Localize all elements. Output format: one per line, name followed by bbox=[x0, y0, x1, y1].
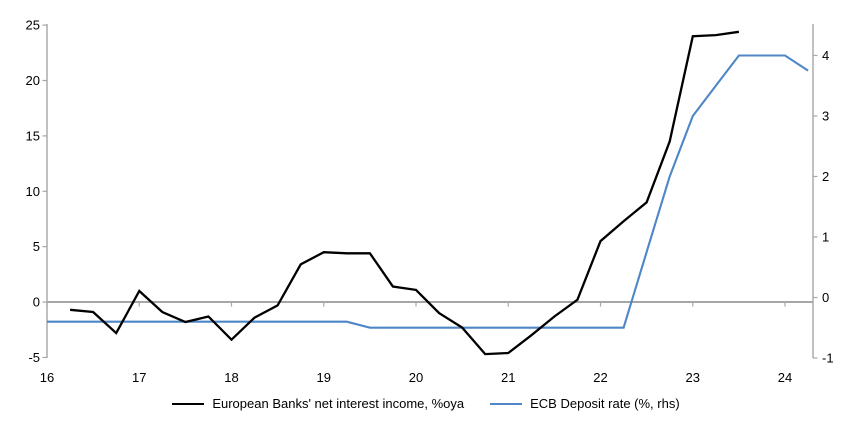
left-axis-tick-label: 10 bbox=[26, 184, 40, 199]
x-tick-label: 19 bbox=[317, 370, 331, 385]
x-tick-label: 16 bbox=[40, 370, 54, 385]
left-axis-tick-label: 20 bbox=[26, 73, 40, 88]
legend-line-sample-nii bbox=[172, 402, 205, 405]
x-tick-label: 17 bbox=[132, 370, 146, 385]
series-line-nii bbox=[69, 30, 740, 356]
legend-line-sample-ecb bbox=[490, 402, 523, 405]
legend-label-nii: European Banks' net interest income, %oy… bbox=[212, 396, 465, 411]
left-axis-tick-label: -5 bbox=[28, 350, 40, 365]
left-axis-tick-label: 25 bbox=[26, 18, 40, 33]
x-tick-label: 22 bbox=[593, 370, 607, 385]
x-tick-label: 21 bbox=[501, 370, 515, 385]
right-axis-tick-label: -1 bbox=[822, 351, 834, 366]
legend-item-nii: European Banks' net interest income, %oy… bbox=[172, 396, 464, 411]
right-axis-tick-label: 0 bbox=[822, 290, 829, 305]
x-tick-label: 24 bbox=[778, 370, 792, 385]
right-axis-tick-label: 3 bbox=[822, 108, 829, 123]
legend-item-ecb: ECB Deposit rate (%, rhs) bbox=[490, 396, 680, 411]
legend-label-ecb: ECB Deposit rate (%, rhs) bbox=[530, 396, 680, 411]
right-axis-tick-label: 2 bbox=[822, 169, 829, 184]
right-axis-tick-label: 4 bbox=[822, 48, 829, 63]
right-axis-tick-label: 1 bbox=[822, 229, 829, 244]
legend: European Banks' net interest income, %oy… bbox=[0, 396, 852, 411]
x-tick-label: 20 bbox=[409, 370, 423, 385]
series-line-ecb bbox=[47, 54, 809, 329]
left-axis-tick-label: 15 bbox=[26, 128, 40, 143]
x-tick-label: 18 bbox=[224, 370, 238, 385]
left-axis-tick-label: 0 bbox=[33, 295, 40, 310]
left-axis-tick-label: 5 bbox=[33, 239, 40, 254]
x-tick-label: 23 bbox=[686, 370, 700, 385]
